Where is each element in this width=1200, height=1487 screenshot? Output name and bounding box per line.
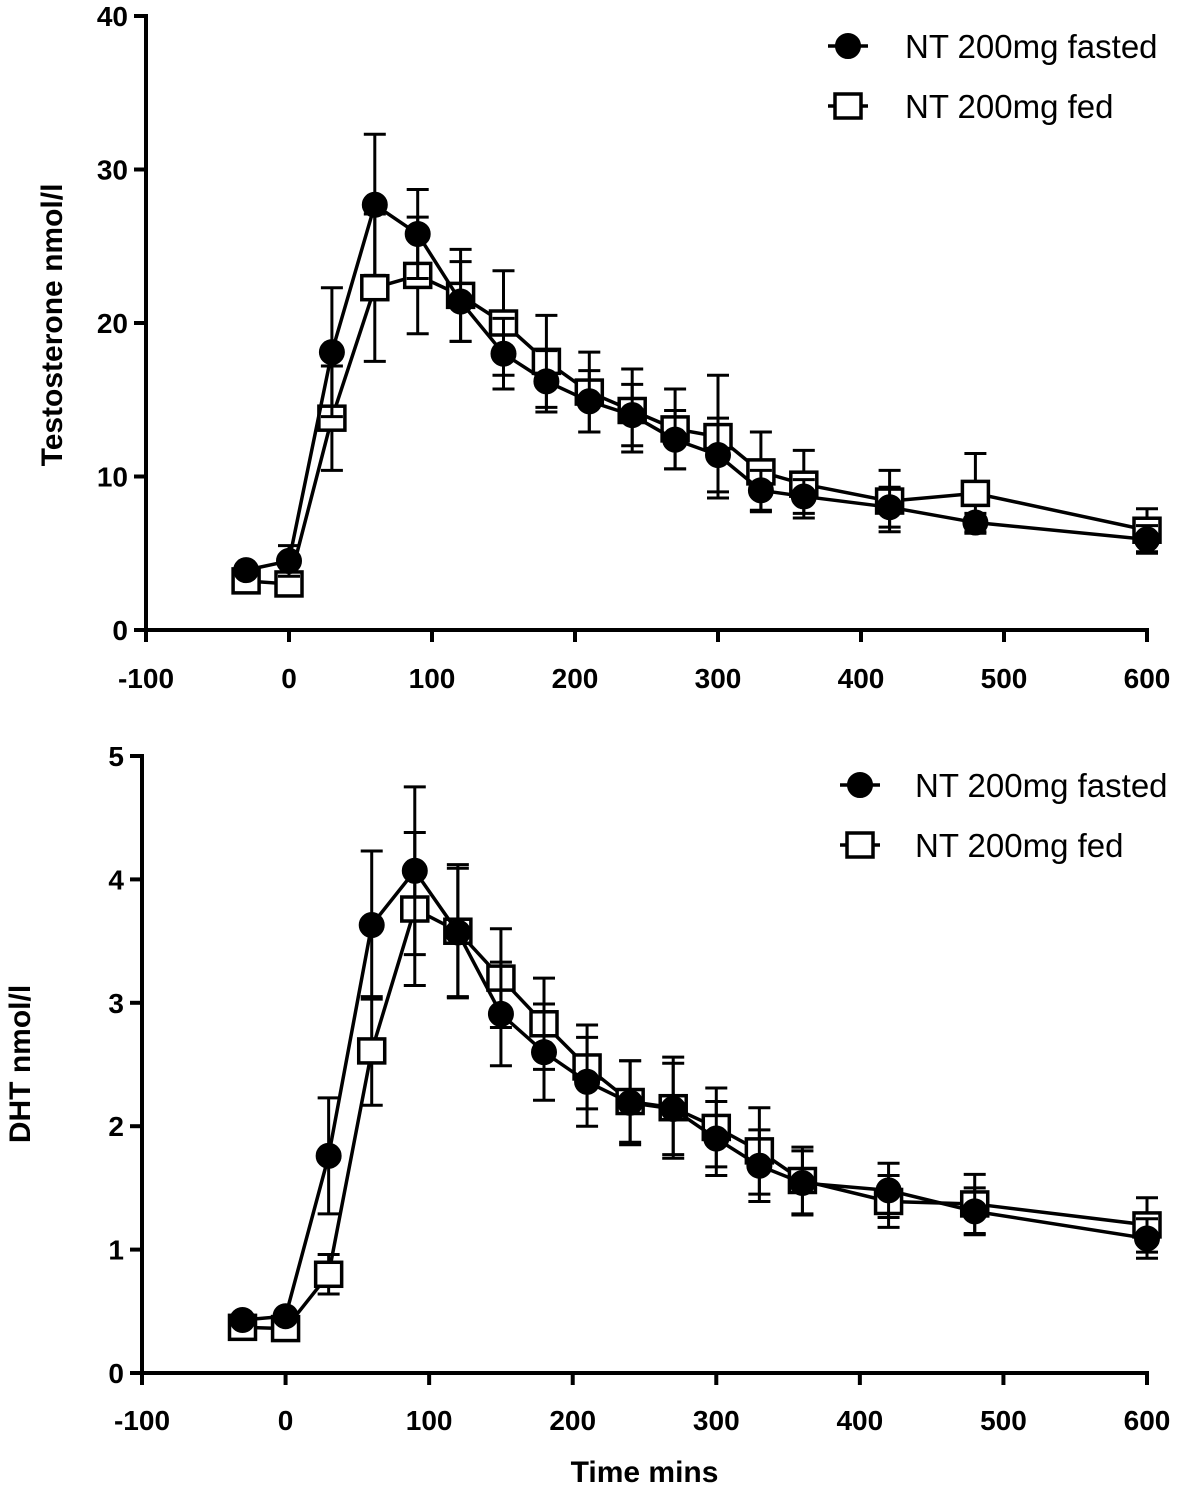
legend-label: NT 200mg fasted xyxy=(905,28,1158,65)
data-point xyxy=(662,426,689,453)
data-point xyxy=(789,1169,816,1196)
data-point xyxy=(360,273,390,302)
x-tick-label: 300 xyxy=(695,663,742,694)
series-line xyxy=(245,202,1148,572)
data-point xyxy=(490,340,517,367)
x-tick-label: 500 xyxy=(980,1405,1027,1436)
legend-item: NT 200mg fasted xyxy=(840,767,1168,804)
data-point xyxy=(1134,526,1160,553)
x-tick-label: 0 xyxy=(278,1405,294,1436)
x-tick-label: -100 xyxy=(114,1405,170,1436)
data-point xyxy=(487,1000,514,1027)
data-point xyxy=(962,509,989,536)
data-point xyxy=(746,1152,773,1179)
data-point xyxy=(533,368,560,395)
series-line xyxy=(242,867,1148,1322)
legend-item: NT 200mg fed xyxy=(840,827,1124,864)
legend-label: NT 200mg fed xyxy=(915,827,1124,864)
legend: NT 200mg fasted NT 200mg fed xyxy=(840,767,1168,864)
x-tick-label: 400 xyxy=(838,663,885,694)
series-fasted xyxy=(233,132,1160,584)
y-tick-label: 40 xyxy=(97,1,128,32)
x-tick-label: 600 xyxy=(1124,1405,1171,1436)
data-point xyxy=(358,912,385,939)
y-tick-label: 30 xyxy=(97,155,128,186)
y-tick-label: 0 xyxy=(112,615,128,646)
data-point xyxy=(318,339,345,366)
data-point xyxy=(272,1303,299,1330)
data-point xyxy=(574,1068,601,1095)
y-tick-label: 20 xyxy=(97,308,128,339)
y-axis-title: Testosterone nmol/l xyxy=(36,184,69,467)
data-point xyxy=(617,1089,644,1116)
x-tick-label: 600 xyxy=(1124,663,1171,694)
y-tick-label: 4 xyxy=(108,864,124,895)
data-point xyxy=(790,483,817,510)
data-point xyxy=(960,479,991,508)
data-point xyxy=(276,547,302,574)
y-tick-label: 1 xyxy=(108,1235,124,1266)
x-tick-label: 100 xyxy=(406,1405,453,1436)
y-tick-label: 5 xyxy=(108,741,124,772)
series-fasted xyxy=(229,785,1160,1333)
data-point xyxy=(444,919,471,946)
legend-marker xyxy=(835,33,861,59)
data-point xyxy=(705,442,731,469)
data-point xyxy=(313,1260,344,1289)
data-point xyxy=(447,288,474,315)
data-point xyxy=(876,494,903,521)
data-point xyxy=(531,1039,557,1066)
data-point xyxy=(404,220,431,247)
data-point xyxy=(233,557,260,584)
x-axis-title: Time mins xyxy=(571,1456,719,1487)
legend-item: NT 200mg fed xyxy=(828,88,1114,125)
data-point xyxy=(229,1306,256,1333)
series-fed xyxy=(227,831,1162,1343)
data-point xyxy=(356,1037,387,1065)
y-tick-label: 2 xyxy=(108,1111,124,1142)
data-point xyxy=(576,388,603,415)
data-point xyxy=(961,1198,988,1225)
data-point xyxy=(875,1177,902,1204)
x-tick-label: -100 xyxy=(118,663,174,694)
data-point xyxy=(361,191,388,218)
x-tick-label: 400 xyxy=(836,1405,883,1436)
y-axis-title: DHT nmol/l xyxy=(4,985,37,1143)
x-tick-label: 100 xyxy=(409,663,456,694)
dht-panel: 0 1 2 3 4 5 -100 0 100 200 300 400 500 600 DHT nmol/l T… xyxy=(4,741,1170,1487)
data-point xyxy=(703,1125,730,1152)
x-tick-label: 200 xyxy=(549,1405,596,1436)
data-point xyxy=(1134,1225,1160,1252)
testosterone-panel: 0 10 20 30 40 -100 0 100 200 300 400 500 600 Testoste… xyxy=(36,1,1170,694)
y-tick-label: 0 xyxy=(108,1358,124,1389)
data-point xyxy=(747,477,774,504)
series-fed xyxy=(231,212,1162,598)
legend-marker xyxy=(833,92,863,120)
data-point xyxy=(660,1095,687,1122)
legend: NT 200mg fasted NT 200mg fed xyxy=(828,28,1158,125)
y-tick-label: 3 xyxy=(108,988,124,1019)
series-line xyxy=(242,906,1148,1331)
x-tick-label: 0 xyxy=(281,663,297,694)
data-point xyxy=(401,857,428,884)
x-tick-label: 200 xyxy=(552,663,599,694)
data-point xyxy=(315,1142,342,1169)
legend-marker xyxy=(845,831,875,859)
x-tick-label: 300 xyxy=(693,1405,740,1436)
data-point xyxy=(619,402,646,429)
y-tick-label: 10 xyxy=(97,462,128,493)
legend-item: NT 200mg fasted xyxy=(828,28,1158,65)
series-line xyxy=(245,273,1148,586)
legend-marker xyxy=(847,772,873,798)
x-tick-label: 500 xyxy=(981,663,1028,694)
legend-label: NT 200mg fed xyxy=(905,88,1114,125)
legend-label: NT 200mg fasted xyxy=(915,767,1168,804)
